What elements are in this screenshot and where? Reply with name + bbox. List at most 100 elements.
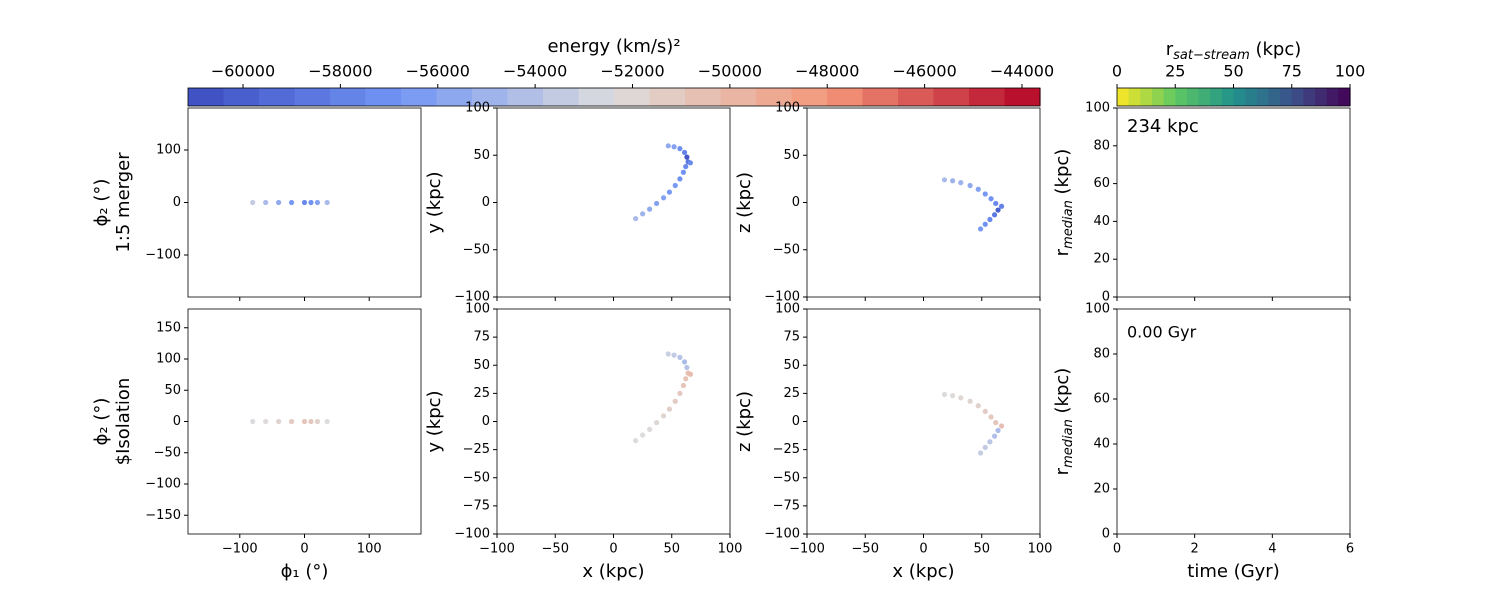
stream-point bbox=[654, 420, 660, 426]
y-tick-label: 75 bbox=[473, 330, 490, 345]
colorbar-band bbox=[827, 88, 864, 106]
colorbar-band bbox=[330, 88, 367, 106]
stream-point bbox=[263, 418, 269, 425]
colorbar-band bbox=[1210, 88, 1223, 106]
colorbar-band bbox=[862, 88, 899, 106]
axes-frame bbox=[496, 308, 731, 535]
x-axis-label: time (Gyr) bbox=[1187, 561, 1279, 582]
x-tick-label: 0 bbox=[609, 542, 617, 557]
stream-point bbox=[958, 180, 964, 186]
label-part: r bbox=[1166, 39, 1174, 60]
y-tick-label: −100 bbox=[454, 290, 490, 305]
stream-point bbox=[950, 178, 956, 184]
y-tick-label: −50 bbox=[154, 445, 181, 460]
x-tick-label: 6 bbox=[1346, 542, 1354, 557]
y-tick-label: −25 bbox=[773, 442, 800, 457]
y-tick-label: 40 bbox=[1093, 437, 1110, 452]
y-tick-label: 0 bbox=[792, 414, 800, 429]
stream-point bbox=[666, 406, 673, 412]
y-tick-label: 100 bbox=[1085, 101, 1110, 116]
stream-point bbox=[982, 444, 988, 450]
y-tick-label: −100 bbox=[454, 527, 490, 542]
colorbar-band bbox=[1315, 88, 1328, 106]
stream-point bbox=[987, 439, 993, 445]
colorbar-tick-label: 100 bbox=[1335, 62, 1366, 81]
colorbar-band bbox=[401, 88, 438, 106]
stream-point bbox=[977, 226, 984, 232]
y-tick-label: −100 bbox=[764, 527, 800, 542]
stream-point bbox=[683, 376, 689, 382]
x-tick-label: −100 bbox=[479, 542, 515, 557]
stream-point bbox=[977, 450, 984, 456]
stream-point bbox=[684, 364, 690, 371]
stream-point bbox=[998, 423, 1005, 429]
colorbar-band bbox=[756, 88, 793, 106]
stream-point bbox=[308, 199, 314, 206]
colorbar-band bbox=[223, 88, 260, 106]
stream-point bbox=[958, 395, 964, 401]
y-tick-label: 0 bbox=[482, 414, 490, 429]
y-tick-label: −100 bbox=[145, 477, 181, 492]
stream-point bbox=[998, 203, 1005, 209]
stream-point bbox=[671, 352, 677, 358]
colorbar-band bbox=[1198, 88, 1211, 106]
y-axis-label: $Isolation bbox=[113, 378, 134, 466]
y-axis-label: y (kpc) bbox=[424, 390, 445, 452]
stream-point bbox=[995, 207, 1001, 213]
stream-point bbox=[677, 354, 683, 360]
colorbar-band bbox=[1256, 88, 1270, 106]
colorbar-tick-label: −46000 bbox=[892, 62, 956, 81]
y-tick-label: 100 bbox=[1085, 302, 1110, 317]
stream-point bbox=[950, 393, 956, 399]
colorbar-band bbox=[791, 88, 828, 106]
label-part: r bbox=[1052, 248, 1073, 256]
y-tick-label: 0 bbox=[482, 195, 490, 210]
colorbar-band bbox=[1186, 88, 1200, 106]
stream-point bbox=[991, 212, 998, 218]
stream-point bbox=[671, 144, 677, 150]
x-axis-label: x (kpc) bbox=[892, 561, 954, 582]
y-tick-label: 60 bbox=[1093, 392, 1110, 407]
stream-point bbox=[982, 191, 988, 197]
y-tick-label: 50 bbox=[783, 358, 800, 373]
y-axis-label: y (kpc) bbox=[424, 171, 445, 233]
stream-point bbox=[967, 182, 973, 189]
colorbar-band bbox=[1163, 88, 1176, 106]
colorbar-band bbox=[1221, 88, 1235, 106]
stream-point bbox=[987, 216, 993, 223]
stream-point bbox=[687, 371, 693, 377]
colorbar-band bbox=[1117, 88, 1130, 106]
colorbar-label: rsat−stream (kpc) bbox=[1166, 39, 1302, 63]
stream-point bbox=[993, 420, 999, 426]
stream-point bbox=[314, 199, 321, 206]
x-tick-label: 2 bbox=[1191, 542, 1199, 557]
stream-point bbox=[276, 199, 282, 206]
axes-frame bbox=[1116, 308, 1351, 535]
x-tick-label: 50 bbox=[663, 542, 680, 557]
x-tick-label: 100 bbox=[718, 542, 743, 557]
stream-point bbox=[250, 418, 256, 425]
stream-point bbox=[640, 432, 646, 438]
stream-point bbox=[301, 418, 308, 425]
colorbar-tick-label: 50 bbox=[1223, 62, 1243, 81]
y-tick-label: 50 bbox=[783, 148, 800, 163]
stream-point bbox=[250, 199, 256, 206]
label-part: (kpc) bbox=[1052, 149, 1073, 201]
stream-point bbox=[988, 414, 994, 420]
stream-point bbox=[324, 199, 330, 206]
stream-point bbox=[263, 199, 269, 206]
stream-point bbox=[324, 418, 330, 425]
stream-point bbox=[640, 211, 646, 217]
y-axis-label: z (kpc) bbox=[734, 391, 755, 452]
annotation: 234 kpc bbox=[1127, 116, 1199, 137]
stream-point bbox=[991, 433, 998, 439]
stream-point bbox=[660, 413, 667, 419]
y-tick-label: 50 bbox=[473, 358, 490, 373]
x-tick-label: −50 bbox=[542, 542, 569, 557]
y-tick-label: −150 bbox=[145, 508, 181, 523]
y-tick-label: 100 bbox=[156, 352, 181, 367]
stream-point bbox=[633, 438, 639, 444]
y-tick-label: 150 bbox=[156, 320, 181, 335]
x-axis-label: ϕ₁ (°) bbox=[281, 561, 329, 582]
